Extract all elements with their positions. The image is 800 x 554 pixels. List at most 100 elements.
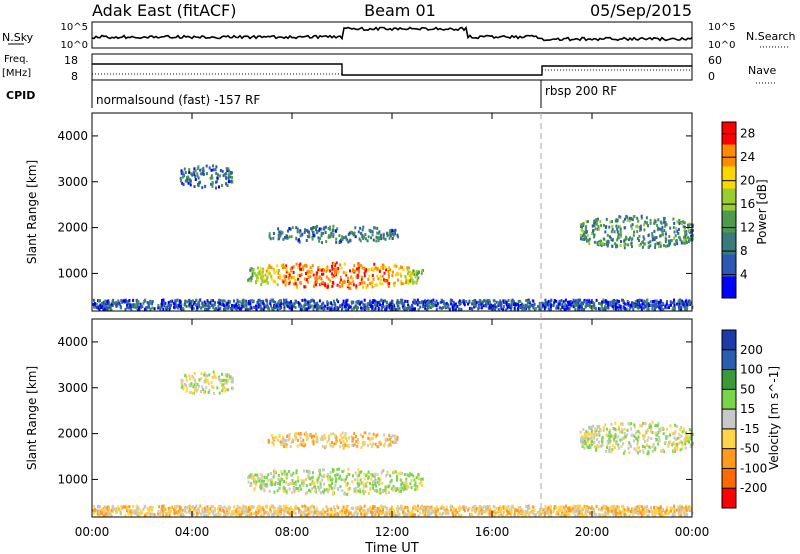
data-cell — [594, 433, 597, 437]
data-cell — [409, 482, 412, 486]
data-cell — [536, 304, 539, 308]
data-cell — [674, 239, 677, 243]
data-cell — [111, 303, 114, 307]
data-cell — [279, 303, 282, 307]
data-cell — [355, 300, 358, 304]
data-cell — [406, 300, 409, 303]
data-cell — [414, 275, 417, 279]
data-cell — [332, 492, 335, 496]
data-cell — [272, 443, 275, 447]
data-cell — [138, 308, 141, 311]
data-cell — [428, 299, 431, 303]
data-cell — [618, 303, 621, 307]
data-cell — [206, 302, 209, 306]
data-cell — [626, 505, 629, 509]
data-cell — [319, 482, 322, 486]
data-cell — [611, 301, 614, 305]
data-cell — [361, 440, 364, 444]
data-cell — [651, 421, 654, 425]
data-cell — [636, 512, 639, 516]
data-cell — [107, 304, 109, 308]
data-cell — [337, 300, 340, 304]
data-cell — [201, 507, 204, 511]
data-cell — [599, 220, 602, 224]
data-cell — [257, 299, 260, 302]
data-cell — [568, 300, 571, 304]
data-cell — [684, 299, 687, 303]
data-cell — [357, 230, 360, 234]
data-cell — [93, 305, 96, 309]
data-cell — [295, 483, 297, 486]
data-cell — [316, 277, 318, 281]
data-cell — [504, 299, 507, 303]
data-cell — [328, 235, 331, 239]
data-cell — [614, 506, 617, 510]
data-cell — [659, 299, 662, 303]
data-cell — [354, 471, 357, 475]
data-cell — [377, 477, 380, 481]
data-cell — [377, 301, 380, 304]
data-cell — [583, 504, 586, 508]
data-cell — [312, 299, 315, 303]
data-cell — [654, 307, 656, 311]
data-cell — [299, 514, 302, 517]
data-cell — [339, 305, 342, 308]
data-cell — [344, 433, 347, 437]
data-cell — [500, 301, 503, 305]
data-cell — [103, 304, 105, 308]
data-cell — [256, 278, 259, 282]
data-cell — [292, 276, 295, 280]
data-cell — [226, 169, 229, 173]
data-cell — [494, 307, 497, 311]
data-cell — [283, 509, 286, 513]
data-cell — [347, 444, 350, 448]
data-cell — [151, 508, 154, 512]
data-cell — [326, 285, 329, 289]
data-cell — [408, 474, 411, 478]
data-cell — [294, 488, 297, 492]
data-cell — [599, 508, 602, 512]
data-cell — [407, 485, 410, 489]
data-cell — [266, 306, 269, 310]
data-cell — [614, 427, 616, 431]
data-cell — [100, 305, 103, 309]
data-cell — [492, 505, 495, 509]
data-cell — [277, 507, 280, 511]
data-cell — [605, 300, 608, 304]
data-cell — [574, 510, 577, 513]
data-cell — [646, 438, 649, 442]
data-cell — [430, 508, 433, 512]
data-cell — [691, 223, 694, 227]
data-cell — [502, 505, 505, 509]
data-cell — [654, 424, 657, 428]
data-cell — [679, 448, 682, 452]
data-cell — [215, 171, 218, 175]
data-cell — [597, 513, 600, 517]
data-cell — [378, 300, 381, 304]
data-cell — [295, 262, 298, 266]
data-cell — [360, 275, 363, 279]
data-cell — [108, 510, 111, 514]
data-cell — [317, 475, 320, 479]
data-cell — [307, 475, 310, 479]
data-cell — [353, 264, 356, 268]
data-cell — [433, 303, 436, 307]
data-cell — [326, 440, 329, 444]
data-cell — [399, 504, 402, 508]
data-cell — [388, 512, 391, 516]
data-cell — [611, 220, 613, 224]
data-cell — [653, 448, 656, 452]
data-cell — [317, 303, 320, 307]
data-cell — [635, 448, 638, 452]
data-cell — [230, 513, 232, 516]
data-cell — [299, 511, 302, 515]
data-cell — [658, 227, 661, 231]
data-cell — [532, 505, 535, 509]
data-cell — [622, 506, 625, 510]
data-cell — [256, 301, 259, 305]
data-cell — [277, 271, 280, 275]
data-cell — [434, 507, 437, 511]
data-cell — [206, 304, 209, 308]
data-cell — [494, 512, 497, 516]
data-cell — [647, 224, 649, 228]
